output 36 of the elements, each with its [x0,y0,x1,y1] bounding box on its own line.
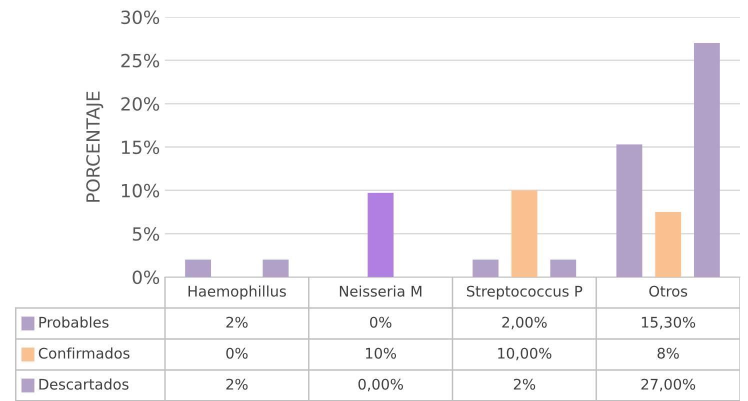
data-label: 10,00% [498,348,552,360]
bar [472,260,498,277]
bar [550,260,576,277]
data-label: 10% [366,348,396,359]
y-tick-label: 30% [121,10,160,24]
x-tick-label: Neisseria M [340,285,422,297]
bar [262,260,289,277]
legend-label: Confirmados [38,347,130,359]
y-tick-label: 0% [132,270,160,284]
data-label: 15,30% [642,316,696,330]
y-tick-label: 25% [121,54,160,68]
x-tick-label: Haemophillus [188,285,286,300]
legend-label: Descartados [39,378,128,390]
data-label: 2% [514,378,536,390]
data-label: 2,00% [502,316,547,330]
y-tick-label: 15% [122,140,160,154]
data-label: 0% [370,316,392,328]
data-label: 2% [226,316,248,328]
legend-label: Probables [39,316,108,328]
data-label: 0,00% [358,378,403,392]
bar [655,212,682,277]
bar [616,144,642,277]
x-tick-label: Streptococcus P [466,286,582,300]
bar [694,43,720,277]
y-tick-label: 10% [122,184,160,198]
data-label: 0% [226,348,248,359]
y-tick-label: 20% [121,97,160,111]
bar [368,192,394,277]
y-axis-title: PORCENTAJE [86,92,104,202]
x-tick-label: Otros [649,286,688,297]
bar [511,190,538,277]
data-label: 8% [658,348,679,359]
y-tick-label: 5% [132,227,160,241]
data-label: 2% [226,378,248,390]
bar [185,260,211,277]
data-label: 27,00% [641,378,696,392]
